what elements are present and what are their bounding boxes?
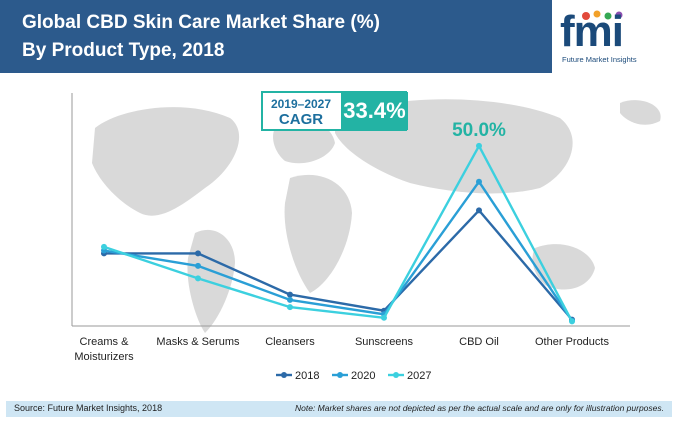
legend-label-2020: 2020 bbox=[351, 370, 375, 382]
x-tick-label-line: Sunscreens bbox=[355, 336, 414, 348]
data-point-2027 bbox=[569, 318, 575, 325]
data-point-2020 bbox=[195, 262, 201, 269]
logo-dots-icon bbox=[582, 10, 623, 20]
legend-label-2018: 2018 bbox=[295, 370, 319, 382]
data-point-2020 bbox=[476, 178, 482, 185]
x-tick-label: Sunscreens bbox=[355, 336, 414, 348]
logo-subtitle: Future Market Insights bbox=[562, 55, 637, 64]
data-point-2020 bbox=[287, 296, 293, 303]
chart-subtitle: By Product Type, 2018 bbox=[22, 40, 225, 61]
x-tick-label: CBD Oil bbox=[459, 336, 499, 348]
x-tick-label-line: Creams & bbox=[80, 336, 130, 348]
legend-marker-2018 bbox=[281, 372, 287, 378]
legend-marker-2020 bbox=[337, 372, 343, 378]
cagr-callout: 2019–2027 CAGR 33.4% bbox=[261, 91, 408, 131]
world-map-background bbox=[92, 99, 661, 333]
data-point-2027 bbox=[287, 304, 293, 311]
series-line-2027 bbox=[103, 144, 574, 322]
chart-title: Global CBD Skin Care Market Share (%) bbox=[22, 12, 380, 33]
footer-note: Note: Market shares are not depicted as … bbox=[294, 403, 664, 413]
footer-source: Source: Future Market Insights, 2018 bbox=[14, 403, 163, 413]
data-point-2018 bbox=[195, 250, 201, 257]
cagr-label-block: 2019–2027 CAGR bbox=[263, 93, 339, 129]
x-tick-label-line: CBD Oil bbox=[459, 336, 499, 348]
chart-footer: Source: Future Market Insights, 2018 Not… bbox=[6, 401, 672, 417]
data-point-2027 bbox=[381, 314, 387, 321]
logo-text: fmi bbox=[560, 7, 624, 56]
series-line-2018 bbox=[104, 209, 573, 321]
cagr-value: 33.4% bbox=[341, 92, 408, 130]
x-tick-label: Masks & Serums bbox=[156, 336, 240, 348]
x-tick-label-line: Cleansers bbox=[265, 336, 315, 348]
x-tick-label: Other Products bbox=[535, 336, 609, 348]
data-point-2018 bbox=[476, 207, 482, 214]
chart-header: Global CBD Skin Care Market Share (%) By… bbox=[0, 0, 552, 73]
x-tick-label: Creams & Moisturizers bbox=[74, 336, 134, 363]
fmi-logo: fmi Future Market Insights bbox=[560, 10, 672, 68]
data-point-2027 bbox=[476, 142, 482, 149]
x-tick-label-line: Other Products bbox=[535, 336, 609, 348]
data-point-2027 bbox=[195, 275, 201, 282]
legend-label-2027: 2027 bbox=[407, 370, 431, 382]
cagr-years: 2019–2027 bbox=[270, 97, 332, 111]
data-point-2027 bbox=[101, 243, 107, 250]
cagr-label: CAGR bbox=[278, 111, 324, 128]
x-tick-label-line: Masks & Serums bbox=[156, 336, 240, 348]
legend-marker-2027 bbox=[393, 372, 399, 378]
x-tick-label: Cleansers bbox=[265, 336, 315, 348]
series-line-2020 bbox=[103, 180, 573, 322]
x-tick-label-line: Moisturizers bbox=[74, 351, 134, 363]
data-point-2018 bbox=[287, 291, 293, 298]
peak-value-label: 50.0% bbox=[452, 120, 506, 141]
